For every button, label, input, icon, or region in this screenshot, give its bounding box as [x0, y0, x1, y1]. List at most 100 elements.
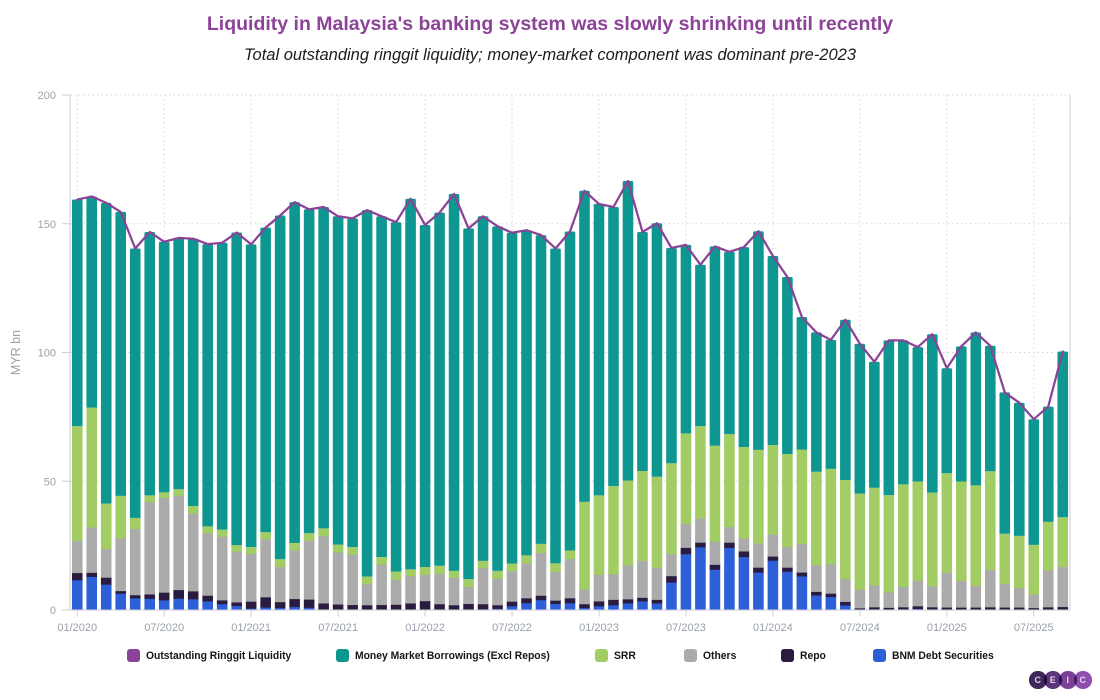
bar-segment [289, 550, 300, 600]
bar-segment [767, 444, 779, 535]
bar-segment [796, 576, 808, 611]
bar-segment [419, 225, 431, 567]
bar-segment [984, 569, 996, 608]
legend-item-repo[interactable]: Repo [781, 648, 828, 663]
bar-segment [550, 563, 561, 572]
bar-segment [463, 603, 474, 610]
bar-segment [535, 595, 547, 601]
bar-segment [796, 543, 808, 573]
bar-segment [231, 232, 242, 546]
bar-segment [883, 607, 895, 610]
bar-segment [854, 607, 866, 610]
bar-segment [579, 501, 590, 590]
bar-segment [840, 578, 851, 602]
bar-segment [390, 571, 402, 581]
bar-segment [550, 571, 561, 601]
bar-segment [651, 223, 663, 477]
bar-segment [492, 226, 503, 571]
bar-segment [956, 580, 967, 608]
bar-segment [854, 343, 866, 494]
bar-segment [1057, 566, 1069, 608]
bar-segment [144, 594, 156, 599]
bar-segment [680, 553, 692, 611]
bar-segment [100, 202, 112, 504]
y-tick-label: 50 [44, 476, 56, 488]
bar-segment [477, 603, 489, 611]
bar-segment [144, 495, 156, 503]
bar-segment [883, 591, 895, 608]
ceic-logo-circle-i: I [1059, 671, 1077, 689]
bar-segment [405, 575, 416, 604]
bar-segment [796, 316, 808, 450]
y-axis-title: MYR bn [9, 330, 23, 375]
bar-segment [231, 545, 242, 552]
y-tick-label: 150 [38, 219, 56, 231]
bar-segment [898, 484, 909, 588]
bar-segment [840, 601, 851, 606]
bar-segment [666, 247, 677, 464]
bar-segment [709, 569, 721, 611]
bar-segment [724, 526, 735, 543]
bar-segment [564, 558, 576, 599]
bar-segment [245, 601, 257, 609]
bar-segment [202, 595, 213, 602]
legend-item-outstanding-ringgit-liquidity[interactable]: Outstanding Ringgit Liquidity [127, 648, 301, 663]
liquidity-stacked-bar-chart: 0 50 100 150 200 01/2020 07/2020 01/2021 07/2021… [9, 90, 1071, 634]
y-tick-label: 100 [38, 348, 56, 360]
bar-segment [637, 597, 648, 602]
bar-segment [347, 604, 358, 610]
bar-segment [608, 599, 619, 606]
bar-segment [984, 471, 996, 571]
bar-segment [912, 347, 924, 482]
bar-segment [405, 603, 416, 610]
bar-segment [825, 593, 837, 598]
bar-segment [695, 542, 706, 548]
legend-label: SRR [614, 649, 636, 662]
bar-segment [984, 345, 996, 472]
bar-segment [796, 572, 808, 577]
bar-segment [608, 604, 619, 611]
bar-segment [782, 453, 793, 548]
legend-item-srr[interactable]: SRR [595, 648, 637, 663]
bar-segment [216, 529, 228, 537]
bar-segment [753, 231, 764, 450]
bar-segment [448, 577, 460, 606]
bar-segment [724, 251, 735, 435]
bar-segment [1057, 606, 1069, 610]
bar-segment [187, 238, 199, 506]
bar-segment [115, 495, 127, 539]
legend-item-others[interactable]: Others [684, 648, 738, 663]
bar-segment [419, 566, 431, 575]
bar-segment [550, 600, 561, 605]
bar-segment [390, 579, 402, 605]
bar-segment [695, 426, 706, 519]
bar-segment [86, 572, 98, 577]
bar-segment [187, 513, 199, 592]
bar-segment [71, 426, 83, 541]
bar-segment [637, 560, 648, 598]
bar-segment [477, 567, 489, 605]
bar-segment [100, 548, 112, 578]
bar-segment [260, 227, 271, 533]
bar-segment [405, 569, 416, 577]
bar-segment [738, 556, 750, 611]
bar-segment [506, 605, 518, 611]
bar-segment [651, 599, 663, 604]
bar-segment [883, 340, 895, 496]
bar-segment [361, 604, 373, 610]
x-tick-label: 01/2020 [57, 622, 97, 634]
legend-item-money-market-borrowings[interactable]: Money Market Borrowings (Excl Repos) [336, 648, 562, 663]
bar-segment [941, 368, 953, 474]
bar-segment [260, 607, 271, 611]
legend-item-bnm-debt-securities[interactable]: BNM Debt Securities [873, 648, 1000, 663]
bar-segment [796, 449, 808, 545]
bar-segment [318, 528, 329, 537]
x-tick-label: 01/2025 [927, 622, 967, 634]
bar-segment [956, 607, 967, 610]
bar-segment [811, 332, 822, 472]
legend-swatch-others [684, 649, 697, 662]
bar-segment [637, 231, 648, 471]
bar-segment [274, 607, 286, 611]
ceic-logo-circle-c1: C [1029, 671, 1047, 689]
bar-segment [956, 481, 967, 582]
